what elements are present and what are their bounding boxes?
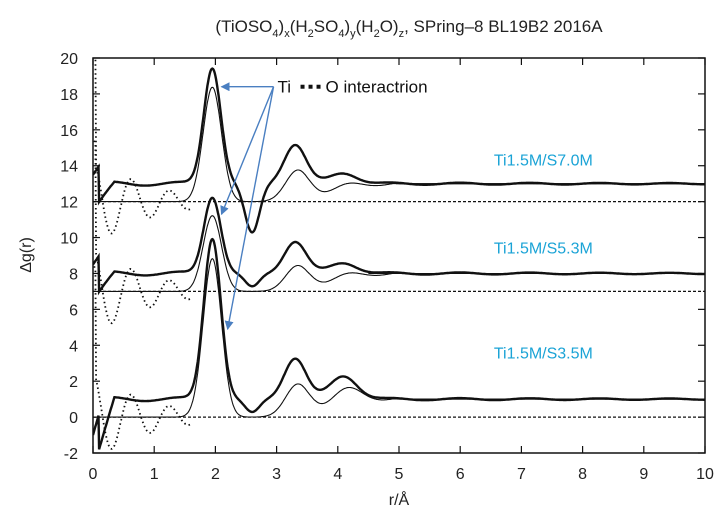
x-tick-label: 3 [272,466,281,483]
sample-label: Ti1.5M/S3.5M [494,346,593,363]
dotted-line-icon [300,84,321,89]
ti-o-annotation: Ti O interactrion [220,78,428,331]
dotted-curve [93,140,192,325]
fit-curve [93,215,705,292]
dotted-curve [94,58,192,235]
y-tick-label: -2 [64,446,78,463]
data-curve [93,196,705,296]
y-tick-label: 8 [69,266,78,283]
y-tick-label: 0 [69,410,78,427]
y-tick-label: 12 [60,195,78,212]
y-axis-label: Δg(r) [18,237,35,273]
data-curve [93,237,705,450]
plot-frame [92,57,706,454]
fit-curve [93,258,705,418]
y-tick-label: 20 [60,51,78,68]
y-tick-label: 10 [60,231,78,248]
sample-label: Ti1.5M/S5.3M [494,241,593,258]
x-tick-label: 7 [517,466,526,483]
data-curve [93,67,705,234]
annotation-text: Ti [278,78,292,97]
curves-layer [93,58,705,450]
x-tick-label: 6 [456,466,465,483]
x-tick-label: 4 [333,466,342,483]
y-tick-label: 6 [69,302,78,319]
x-tick-label: 9 [639,466,648,483]
chart-title: (TiOSO4)x(H2SO4)y(H2O)z, SPring–8 BL19B2… [215,17,603,40]
y-tick-label: 14 [60,159,78,176]
x-tick-label: 1 [150,466,159,483]
x-tick-label: 10 [696,466,714,483]
y-tick-label: 2 [69,374,78,391]
x-tick-label: 0 [89,466,98,483]
y-tick-label: 4 [69,338,78,355]
x-tick-label: 5 [395,466,404,483]
dotted-curve [93,265,192,450]
x-tick-label: 2 [211,466,220,483]
annotation-arrow [224,86,275,331]
sample-label: Ti1.5M/S7.0M [494,153,593,170]
y-tick-label: 18 [60,87,78,104]
x-axis-label: r/Å [389,490,410,509]
annotation-text-2: O interactrion [326,78,428,97]
x-tick-label: 8 [578,466,587,483]
y-tick-label: 16 [60,123,78,140]
sample-labels: Ti1.5M/S7.0M Ti1.5M/S5.3M Ti1.5M/S3.5M [494,153,593,363]
annotation-arrow [220,86,275,216]
